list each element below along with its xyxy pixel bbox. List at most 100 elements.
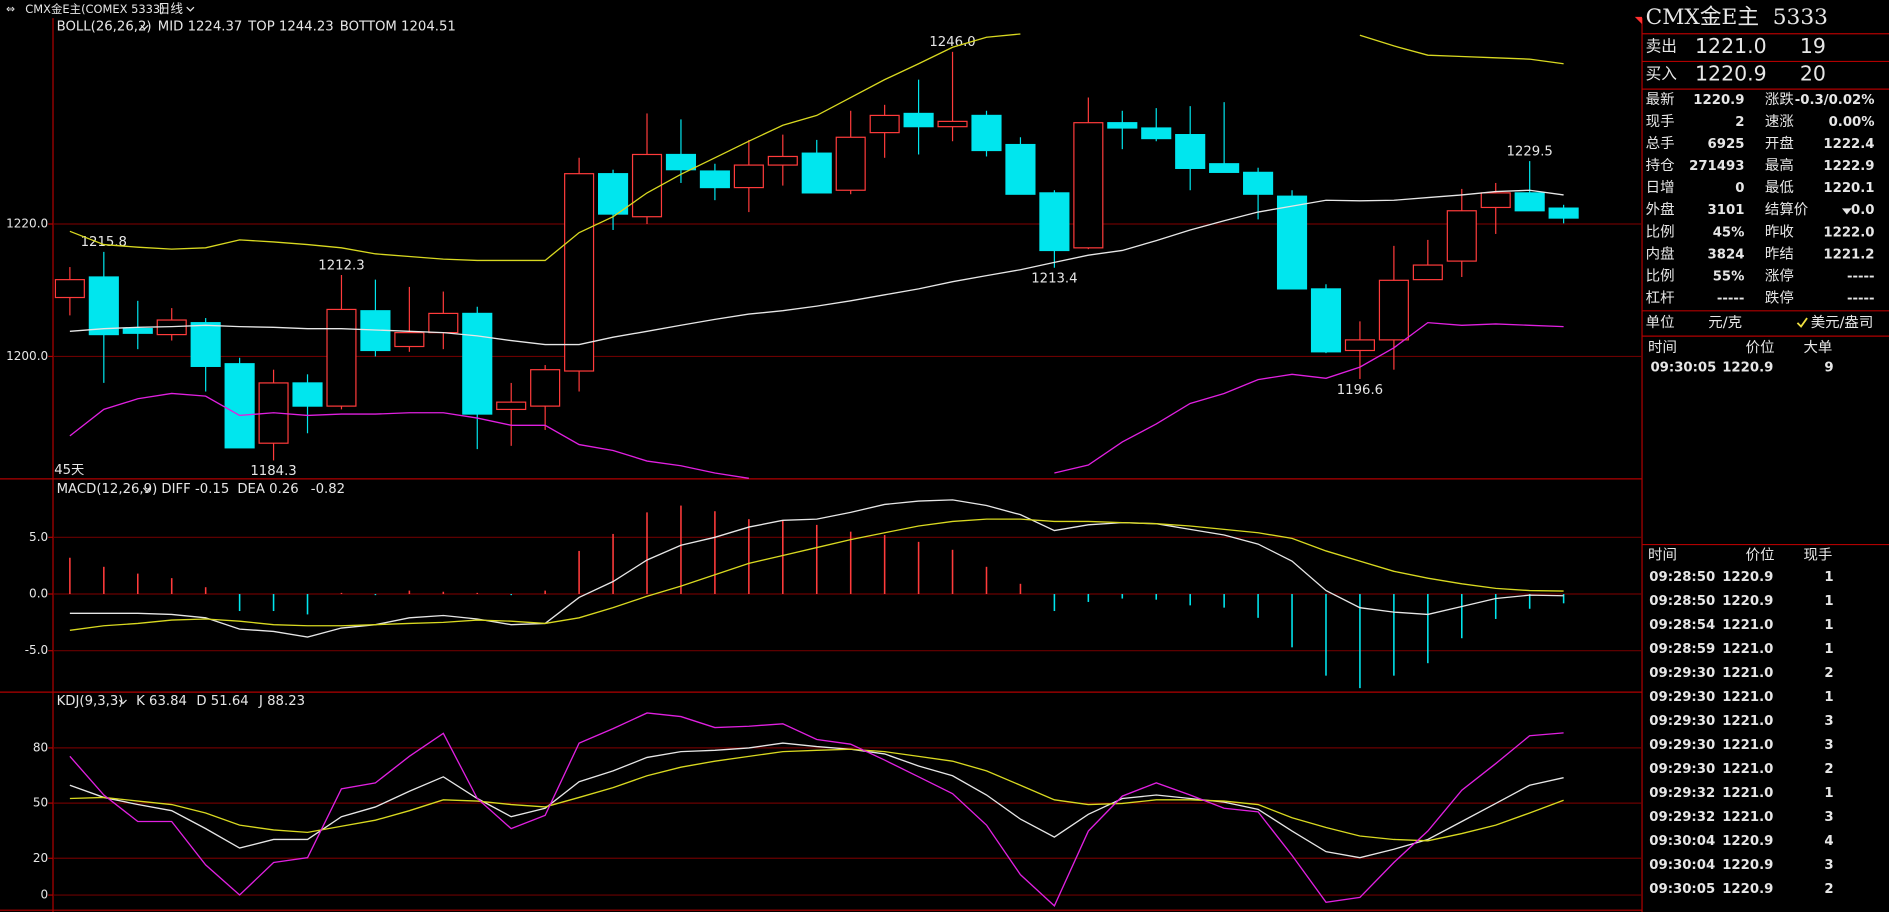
stat-value: 3101 xyxy=(1708,203,1745,218)
indicator-line xyxy=(69,742,1564,859)
low-label: 1184.3 xyxy=(250,464,296,479)
tick-time: 09:29:30 xyxy=(1649,714,1715,729)
tick-time: 09:29:32 xyxy=(1649,786,1715,801)
tick-price: 1221.0 xyxy=(1722,714,1773,729)
stat-label: 最低 xyxy=(1765,179,1794,196)
stat-value: 1220.9 xyxy=(1693,93,1744,108)
indicator-line xyxy=(69,499,1564,638)
candle-body xyxy=(88,276,119,336)
tick-price: 1221.0 xyxy=(1722,810,1773,825)
indicator-name[interactable]: KDJ(9,3,3) xyxy=(57,694,124,709)
tick-price: 1220.9 xyxy=(1722,594,1773,609)
candle-body xyxy=(1378,279,1409,341)
unit-usd[interactable]: 美元/盎司 xyxy=(1811,314,1874,331)
chevron[interactable] xyxy=(142,487,152,493)
span-label: 45天 xyxy=(54,463,84,478)
column-header: 价位 xyxy=(1746,339,1775,356)
stat-value: 3824 xyxy=(1708,247,1745,262)
high-label: 1229.5 xyxy=(1506,144,1552,159)
high-label: 1215.8 xyxy=(81,235,127,250)
tick-time: 09:28:50 xyxy=(1649,570,1715,585)
k-label: K 63.84 xyxy=(136,694,187,709)
tick-volume: 2 xyxy=(1824,762,1833,777)
candle-body xyxy=(1446,210,1477,262)
stat-label: 杠杆 xyxy=(1646,289,1675,306)
stat-label: 涨跌 xyxy=(1765,91,1794,108)
candle-body xyxy=(1548,207,1579,219)
macd-label: -0.82 xyxy=(311,482,345,497)
candle-body xyxy=(428,312,459,334)
indicator-name[interactable]: MACD(12,26,9) xyxy=(57,482,158,497)
tick-price: 1220.9 xyxy=(1722,570,1773,585)
tick-volume: 1 xyxy=(1824,642,1833,657)
buy-label: 买入 xyxy=(1646,64,1678,83)
stat-value: ----- xyxy=(1717,291,1744,306)
stat-value: 271493 xyxy=(1689,159,1744,174)
candle-body xyxy=(1141,127,1172,140)
stat-value: 1220.1 xyxy=(1823,181,1874,196)
indicator-line xyxy=(69,321,1564,479)
unit-label: 单位 xyxy=(1646,314,1675,331)
link-icon: ⇔ xyxy=(6,3,15,16)
candle-body xyxy=(597,173,629,215)
tick-time: 09:28:50 xyxy=(1649,594,1715,609)
candle-body xyxy=(767,155,798,166)
tick-volume: 1 xyxy=(1824,690,1833,705)
candle-body xyxy=(1480,192,1511,209)
candle-body xyxy=(564,173,595,372)
buy-volume: 20 xyxy=(1800,62,1826,86)
tick-time: 09:29:30 xyxy=(1649,690,1715,705)
candle-body xyxy=(190,322,221,367)
stat-value: 0 xyxy=(1735,181,1744,196)
candle-body xyxy=(937,120,968,128)
buy-price: 1220.9 xyxy=(1695,62,1767,86)
tick-time: 09:29:30 xyxy=(1649,738,1715,753)
diff-label: DIFF -0.15 xyxy=(161,482,229,497)
stat-value: 45% xyxy=(1713,225,1745,240)
candle-body xyxy=(1243,171,1274,195)
candle-body xyxy=(1175,134,1206,169)
candle-body xyxy=(1073,122,1104,249)
candle-body xyxy=(1412,264,1443,281)
candle-body xyxy=(801,152,832,194)
stat-value: 6925 xyxy=(1708,137,1745,152)
tick-time: 09:29:30 xyxy=(1649,762,1715,777)
low-label: 1196.6 xyxy=(1337,383,1383,398)
stat-label: 内盘 xyxy=(1646,244,1675,262)
tick-price: 1221.0 xyxy=(1722,762,1773,777)
indicator-line xyxy=(69,712,1564,907)
d-label: D 51.64 xyxy=(196,694,248,709)
candle-body xyxy=(1276,195,1308,290)
column-header: 时间 xyxy=(1648,546,1677,563)
chevron[interactable] xyxy=(140,24,149,30)
chevron[interactable] xyxy=(118,699,127,705)
chevron[interactable] xyxy=(186,6,195,12)
unit-cny[interactable]: 元/克 xyxy=(1708,314,1742,331)
stat-value: 1222.4 xyxy=(1823,137,1874,152)
y-tick-label: -5.0 xyxy=(25,643,48,657)
stat-value: 2 xyxy=(1735,115,1744,130)
y-tick-label: 1200.0 xyxy=(6,349,48,363)
tick-time: 09:29:32 xyxy=(1649,810,1715,825)
symbol: CMX金E主(COMEX 5333) xyxy=(25,2,164,16)
stat-value: ----- xyxy=(1847,269,1874,284)
stat-value: 1222.9 xyxy=(1823,159,1874,174)
candle-body xyxy=(326,308,357,407)
candle-body xyxy=(835,136,866,191)
mid-label: MID 1224.37 xyxy=(158,20,243,35)
candle-body xyxy=(394,332,425,348)
stat-value: 0.00% xyxy=(1829,115,1875,130)
column-header: 现手 xyxy=(1803,546,1832,563)
indicator-name[interactable]: BOLL(26,26,2) xyxy=(57,20,152,35)
tick-price: 1220.9 xyxy=(1722,882,1773,897)
dropdown-icon[interactable] xyxy=(1842,208,1852,215)
tick-price: 1220.9 xyxy=(1722,834,1773,849)
tick-volume: 1 xyxy=(1824,618,1833,633)
candle-body xyxy=(1514,192,1545,212)
tick-time: 09:28:54 xyxy=(1649,618,1715,633)
tick-volume: 1 xyxy=(1824,786,1833,801)
period-selector[interactable]: 日线 xyxy=(158,1,184,16)
tick-volume: 3 xyxy=(1824,738,1833,753)
